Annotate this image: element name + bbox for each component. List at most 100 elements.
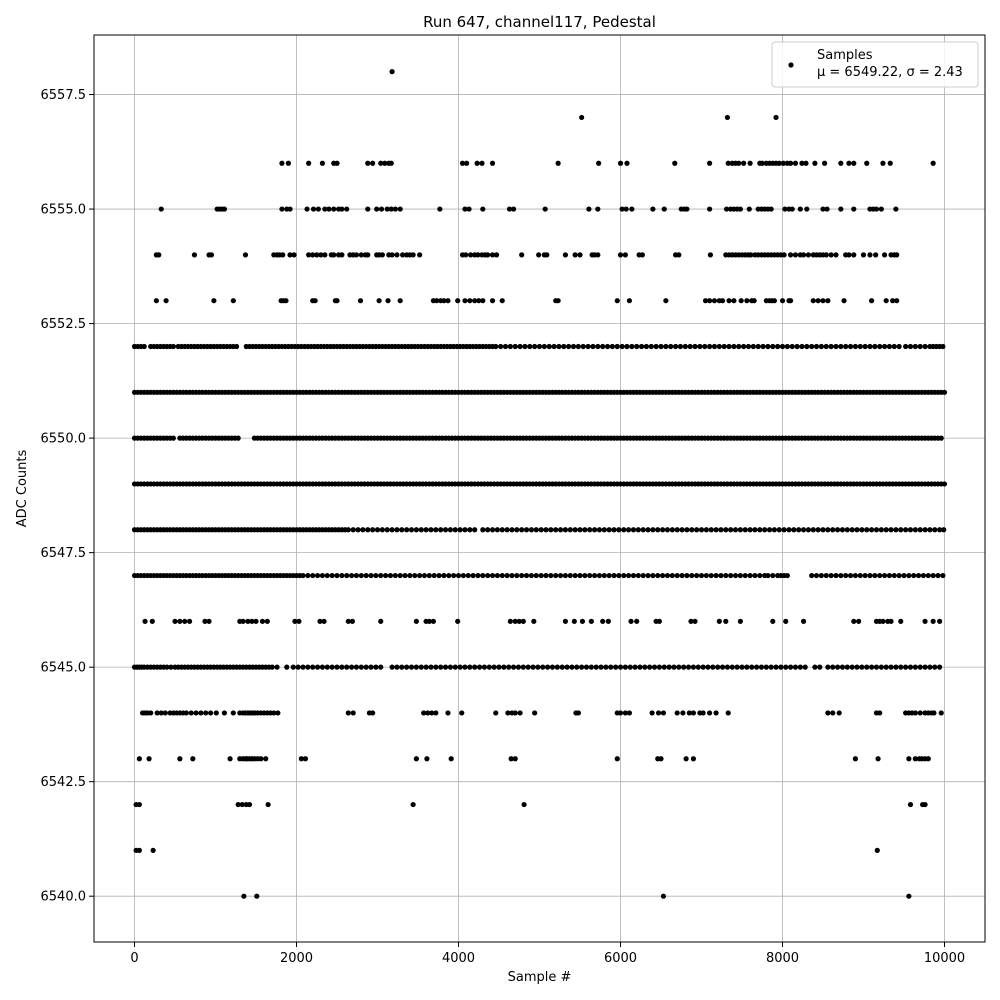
data-point xyxy=(723,572,729,579)
data-point xyxy=(239,801,245,808)
data-point xyxy=(609,343,616,350)
data-point xyxy=(452,664,458,670)
data-point xyxy=(721,343,727,350)
data-point xyxy=(413,756,419,762)
data-point xyxy=(429,710,435,716)
data-point xyxy=(731,343,737,350)
data-point xyxy=(433,527,439,533)
data-point xyxy=(514,572,520,579)
data-point xyxy=(242,252,249,258)
y-axis-label: ADC Counts xyxy=(15,450,30,528)
data-point xyxy=(601,527,607,533)
data-point xyxy=(154,710,160,716)
data-point xyxy=(564,664,570,670)
data-point xyxy=(938,435,944,441)
data-point xyxy=(394,252,400,258)
data-point xyxy=(542,206,548,212)
data-point xyxy=(389,664,395,670)
data-point xyxy=(433,710,439,716)
data-point xyxy=(634,343,640,350)
data-point xyxy=(851,206,857,212)
data-point xyxy=(389,252,395,258)
data-point xyxy=(724,114,731,121)
data-point xyxy=(692,343,698,350)
data-point xyxy=(844,527,850,533)
data-point xyxy=(851,160,857,166)
data-point xyxy=(543,572,549,579)
data-point xyxy=(317,618,323,624)
data-point xyxy=(324,664,330,670)
data-point xyxy=(457,527,463,533)
data-point xyxy=(922,343,928,350)
data-point xyxy=(619,206,625,212)
data-point xyxy=(813,343,820,350)
data-point xyxy=(314,572,321,579)
data-point xyxy=(700,710,706,716)
data-point xyxy=(158,206,164,212)
data-point xyxy=(852,572,859,579)
data-point xyxy=(906,756,912,762)
data-point xyxy=(557,527,564,533)
data-point xyxy=(800,618,807,624)
data-point xyxy=(441,298,447,304)
data-point xyxy=(741,160,747,166)
data-point xyxy=(614,756,620,762)
data-point xyxy=(373,572,379,579)
data-point xyxy=(674,572,680,579)
data-point xyxy=(481,664,488,670)
data-point xyxy=(917,664,923,670)
data-point xyxy=(141,343,147,350)
data-point xyxy=(182,618,188,624)
data-point xyxy=(940,343,946,350)
data-point xyxy=(437,206,443,212)
data-point xyxy=(275,710,281,716)
data-point xyxy=(653,343,659,350)
data-point xyxy=(451,572,457,579)
data-point xyxy=(906,893,912,899)
data-point xyxy=(661,206,667,212)
data-point xyxy=(417,252,423,258)
data-point xyxy=(441,572,447,579)
data-point xyxy=(752,527,758,533)
data-point xyxy=(893,527,899,533)
data-point xyxy=(726,298,732,304)
data-point xyxy=(533,572,539,579)
data-point xyxy=(235,801,241,808)
data-point xyxy=(319,160,326,166)
data-point xyxy=(903,664,909,670)
data-point xyxy=(753,664,760,670)
data-point xyxy=(690,664,697,670)
x-tick-label: 4000 xyxy=(442,951,475,966)
data-point xyxy=(410,801,416,808)
data-point xyxy=(148,710,154,716)
data-point xyxy=(577,527,583,533)
data-point xyxy=(355,527,361,533)
data-point xyxy=(329,572,335,579)
data-point xyxy=(448,756,454,762)
data-point xyxy=(208,252,215,258)
data-point xyxy=(711,298,718,304)
data-point xyxy=(859,527,865,533)
data-point xyxy=(628,618,634,624)
data-point xyxy=(198,710,204,716)
data-point xyxy=(475,572,481,579)
data-point xyxy=(775,343,781,350)
data-point xyxy=(538,572,544,579)
data-point xyxy=(663,298,669,304)
data-point xyxy=(686,710,692,716)
data-point xyxy=(588,664,594,670)
data-point xyxy=(723,527,729,533)
data-point xyxy=(598,664,604,670)
data-point xyxy=(878,206,884,212)
data-point xyxy=(873,206,880,212)
data-point xyxy=(385,298,391,304)
data-point xyxy=(810,298,816,304)
data-point xyxy=(349,618,355,624)
data-point xyxy=(782,206,788,212)
data-point xyxy=(862,343,868,350)
data-point xyxy=(507,618,513,624)
data-point xyxy=(698,527,705,533)
data-point xyxy=(567,572,573,579)
data-point xyxy=(930,572,936,579)
data-point xyxy=(329,664,335,670)
